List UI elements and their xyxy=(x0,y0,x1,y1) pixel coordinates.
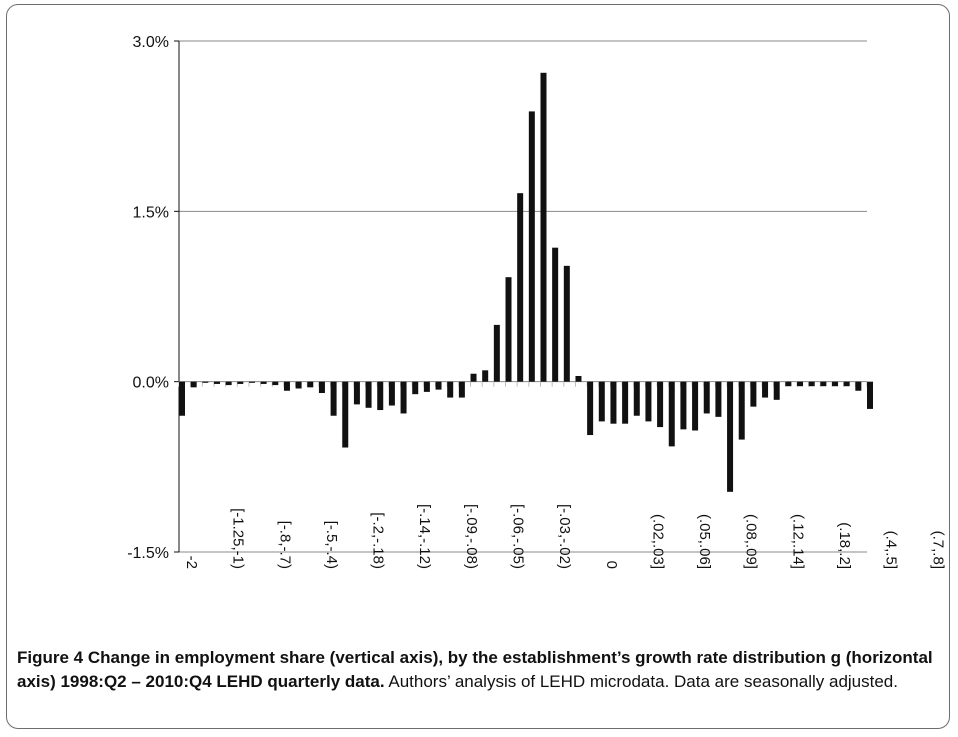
x-tick-label-40: (.02,.03] xyxy=(649,514,666,569)
x-tick-label-32: [-.03,-.02) xyxy=(556,504,573,569)
x-tick-label-20: [-.14,-.12) xyxy=(416,504,433,569)
bar-48 xyxy=(738,381,745,440)
bar-42 xyxy=(668,381,675,447)
bar-36 xyxy=(598,381,605,422)
bar-23 xyxy=(447,381,454,398)
bar-54 xyxy=(808,381,815,387)
x-tick-label-0: -2 xyxy=(183,556,200,569)
figure-frame: 3.0% 1.5% 0.0% -1.5% -2 [-1.25,-1) [-.8,-.7) [… xyxy=(6,4,950,729)
x-tick-label-12: [-.5,-.4) xyxy=(323,521,340,569)
y-tick-layer: 3.0% 1.5% 0.0% -1.5% xyxy=(127,34,169,562)
x-tick-label-60: (.4,.5] xyxy=(883,531,900,569)
y-tick-label-0: 3.0% xyxy=(133,34,169,51)
bar-0 xyxy=(179,381,185,416)
bar-4 xyxy=(225,381,232,386)
bar-47 xyxy=(727,381,734,492)
bar-35 xyxy=(587,381,594,436)
bar-24 xyxy=(458,381,465,398)
bar-9 xyxy=(283,381,290,391)
bar-45 xyxy=(703,381,710,414)
x-tick-label-4: [-1.25,-1) xyxy=(230,508,247,569)
x-tick-label-24: [-.09,-.08) xyxy=(463,504,480,569)
bar-5 xyxy=(237,381,244,384)
bar-3 xyxy=(213,381,220,384)
bar-29 xyxy=(517,193,524,382)
bar-13 xyxy=(330,381,337,416)
caption-regular-text: Authors’ analysis of LEHD microdata. Dat… xyxy=(388,672,898,691)
bar-53 xyxy=(797,381,804,387)
bar-28 xyxy=(505,277,512,382)
bar-52 xyxy=(785,381,792,387)
x-tick-label-28: [-.06,-.05) xyxy=(510,504,527,569)
bar-19 xyxy=(400,381,407,414)
y-tick-label-3: -1.5% xyxy=(127,545,169,562)
bar-30 xyxy=(528,111,535,382)
y-tick-label-2: 0.0% xyxy=(133,375,169,392)
x-tick-label-52: (.12,.14] xyxy=(789,514,806,569)
bar-7 xyxy=(260,381,267,384)
bar-38 xyxy=(622,381,629,424)
bar-layer xyxy=(179,72,873,492)
bar-50 xyxy=(762,381,769,398)
bar-32 xyxy=(552,247,559,382)
bar-55 xyxy=(820,381,827,387)
x-tick-label-56: (.18,.2] xyxy=(836,522,853,569)
bar-11 xyxy=(307,381,314,388)
bar-8 xyxy=(272,381,279,386)
bar-31 xyxy=(540,72,547,382)
figure-caption: Figure 4 Change in employment share (ver… xyxy=(17,646,942,694)
y-tick-label-1: 1.5% xyxy=(133,204,169,221)
x-tick-label-48: (.08,.09] xyxy=(743,514,760,569)
bar-26 xyxy=(482,370,489,382)
bar-40 xyxy=(645,381,652,422)
bar-12 xyxy=(318,381,325,394)
x-tick-label-8: [-.8,-.7) xyxy=(276,521,293,569)
bar-44 xyxy=(692,381,699,431)
bar-18 xyxy=(388,381,395,406)
bar-37 xyxy=(610,381,617,424)
bar-34 xyxy=(575,375,582,382)
x-tick-label-36: 0 xyxy=(603,561,620,569)
x-tick-label-16: [-.2,-.18) xyxy=(370,512,387,569)
bar-25 xyxy=(470,373,477,382)
bar-58 xyxy=(855,381,862,391)
bar-20 xyxy=(412,381,419,395)
bar-27 xyxy=(493,324,500,382)
employment-share-chart: 3.0% 1.5% 0.0% -1.5% -2 [-1.25,-1) [-.8,-.7) [… xyxy=(127,34,946,569)
bar-6 xyxy=(248,381,255,383)
bar-14 xyxy=(342,381,349,448)
bar-57 xyxy=(843,381,850,387)
bar-46 xyxy=(715,381,722,417)
x-tick-label-44: (.05,.06] xyxy=(696,514,713,569)
bar-33 xyxy=(563,265,570,382)
x-tick-label-64: (.7,.8] xyxy=(929,531,946,569)
bar-15 xyxy=(353,381,360,405)
bar-51 xyxy=(773,381,780,400)
bar-22 xyxy=(435,381,442,390)
bar-49 xyxy=(750,381,757,407)
bar-59 xyxy=(867,381,873,409)
bar-41 xyxy=(657,381,664,428)
caption-bold-text: Figure 4 Change in employment share (ver… xyxy=(17,648,933,691)
bar-21 xyxy=(423,381,430,392)
bar-43 xyxy=(680,381,687,430)
bar-16 xyxy=(365,381,372,408)
bar-2 xyxy=(202,381,209,383)
x-tick-layer: -2 [-1.25,-1) [-.8,-.7) [-.5,-.4) [-.2,-.18)… xyxy=(183,504,946,569)
bar-10 xyxy=(295,381,302,389)
bar-17 xyxy=(377,381,384,411)
bar-39 xyxy=(633,381,640,416)
bar-56 xyxy=(832,381,839,387)
bar-1 xyxy=(190,381,197,388)
